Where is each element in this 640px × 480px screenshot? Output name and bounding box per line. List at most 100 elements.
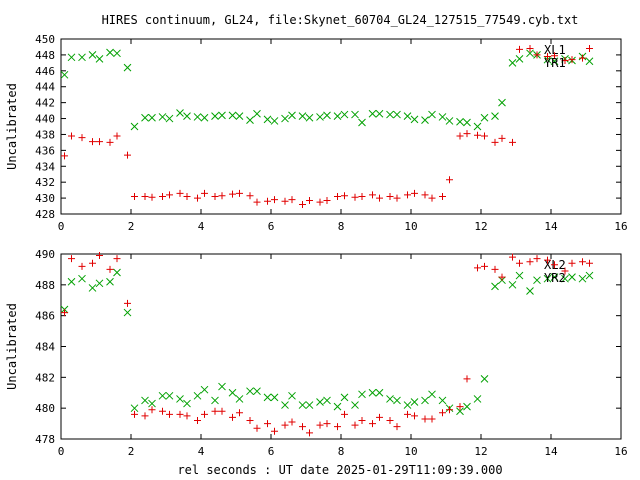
data-point (568, 259, 576, 267)
data-point (438, 396, 447, 405)
data-point (141, 412, 149, 420)
data-point (263, 115, 272, 124)
data-point (375, 388, 384, 397)
data-point (78, 274, 86, 283)
data-point (561, 267, 569, 275)
data-point (544, 53, 551, 60)
data-point (376, 413, 383, 421)
legend-label-yr2: YR2 (544, 271, 566, 285)
data-point (316, 113, 324, 121)
data-point (88, 51, 97, 59)
data-point (305, 401, 314, 409)
x-tick-label: 2 (128, 445, 135, 458)
data-point (551, 52, 558, 60)
data-point (585, 271, 594, 280)
data-point (341, 410, 348, 418)
data-point (130, 404, 139, 413)
panel-2: 0 2 4 6 8 10 12 14 16 478 480 482 484 486 488 490 Uncali… (5, 248, 628, 458)
data-point (491, 112, 499, 121)
data-point (428, 390, 436, 399)
data-point (89, 138, 96, 146)
chart-panels: 0 2 4 6 8 10 12 14 16428430432434436438440442444… (5, 33, 628, 458)
data-point (61, 309, 68, 317)
series-yr2 (61, 252, 593, 437)
data-point (211, 396, 219, 405)
data-point (253, 424, 261, 432)
x-tick-label: 14 (544, 445, 558, 458)
data-point (533, 51, 541, 59)
data-point (411, 189, 418, 197)
data-point (158, 391, 167, 400)
data-point (516, 259, 523, 267)
data-point (491, 138, 499, 146)
data-point (508, 280, 517, 289)
data-point (533, 255, 541, 263)
x-tick-label: 12 (474, 220, 487, 233)
data-point (113, 132, 121, 140)
data-point (158, 113, 167, 121)
data-point (106, 138, 114, 146)
data-point (551, 261, 558, 269)
data-point (141, 193, 149, 200)
data-point (253, 387, 261, 396)
data-point (550, 273, 559, 281)
data-point (334, 193, 341, 200)
data-point (176, 189, 184, 197)
x-tick-label: 16 (614, 445, 627, 458)
data-point (148, 193, 156, 201)
data-point (543, 274, 552, 283)
y-tick-label: 434 (35, 160, 55, 173)
data-point (253, 198, 261, 206)
data-point (263, 393, 272, 402)
data-point (211, 407, 219, 415)
data-point (229, 190, 236, 198)
data-point (95, 55, 104, 63)
data-point (113, 268, 121, 277)
data-point (411, 412, 418, 420)
data-point (369, 191, 376, 199)
data-point (68, 132, 75, 140)
data-point (281, 421, 289, 429)
data-point (386, 110, 394, 119)
series-yr1 (61, 45, 593, 208)
y-tick-label: 436 (35, 144, 55, 157)
data-point (96, 252, 103, 260)
x-tick-label: 14 (544, 220, 558, 233)
data-point (568, 273, 576, 281)
data-point (403, 112, 412, 121)
data-point (246, 192, 254, 200)
data-point (508, 59, 517, 67)
data-point (106, 265, 114, 273)
data-point (236, 409, 243, 417)
data-point (428, 415, 436, 423)
data-point (421, 396, 429, 405)
data-point (498, 273, 506, 281)
data-point (445, 117, 454, 125)
y-axis-label: Uncalibrated (5, 83, 19, 170)
y-tick-label: 440 (35, 113, 55, 126)
data-point (68, 255, 75, 263)
data-point (123, 308, 132, 317)
data-point (509, 253, 516, 261)
data-point (299, 200, 306, 208)
data-point (491, 282, 499, 291)
data-point (88, 284, 97, 292)
data-point (579, 258, 586, 266)
data-point (123, 63, 132, 72)
data-point (491, 265, 499, 273)
data-point (183, 412, 191, 420)
data-point (351, 421, 359, 429)
data-point (446, 176, 453, 184)
data-point (141, 396, 149, 405)
data-point (463, 402, 471, 411)
data-point (421, 116, 429, 124)
data-point (176, 410, 184, 418)
data-point (386, 193, 394, 200)
plot-frame (60, 38, 622, 215)
data-point (463, 375, 471, 383)
data-point (106, 277, 114, 286)
data-point (183, 399, 191, 408)
data-point (298, 112, 307, 121)
x-tick-label: 8 (338, 445, 345, 458)
